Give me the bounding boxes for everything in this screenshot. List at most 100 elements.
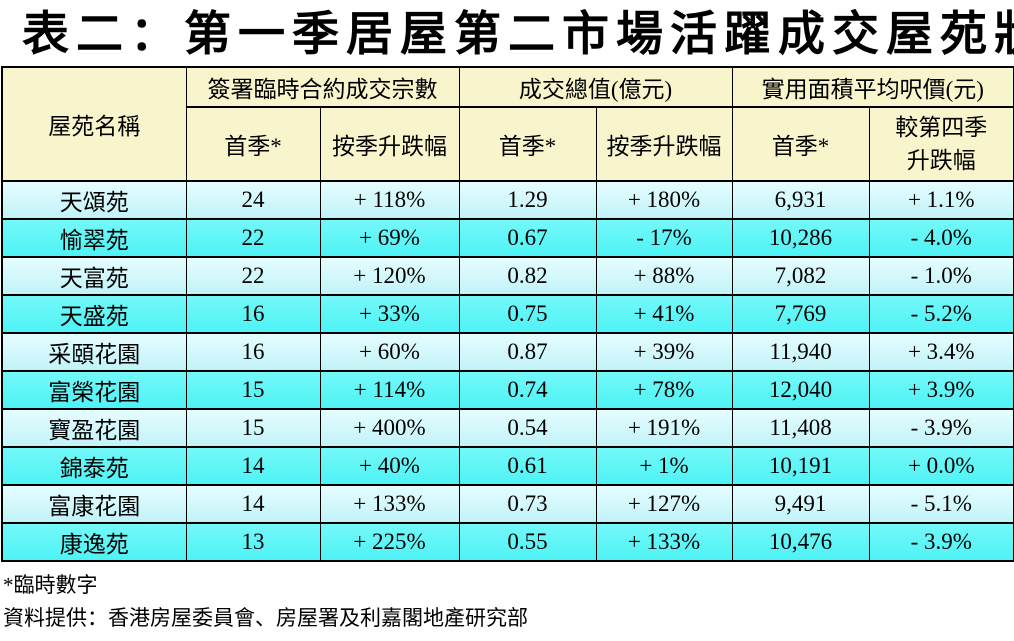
deals-cell: 22 — [185, 256, 321, 296]
footnotes: *臨時數字 資料提供：香港房屋委員會、房屋署及利嘉閣地產研究部 — [0, 562, 1014, 635]
table-row: 錦泰苑 14 + 40% 0.61 + 1% 10,191 + 0.0% — [1, 446, 1014, 486]
value-change-cell: + 41% — [595, 294, 733, 334]
estate-name-cell: 天富苑 — [1, 256, 187, 296]
table-row: 富康花園 14 + 133% 0.73 + 127% 9,491 - 5.1% — [1, 484, 1014, 524]
table-body: 天頌苑 24 + 118% 1.29 + 180% 6,931 + 1.1% 愉… — [1, 180, 1014, 562]
deals-change-cell: + 33% — [319, 294, 460, 334]
header-psf-q1: 首季* — [731, 106, 870, 182]
value-change-cell: + 191% — [595, 408, 733, 448]
estate-name-cell: 天盛苑 — [1, 294, 187, 334]
deals-change-cell: + 60% — [319, 332, 460, 372]
psf-cell: 7,769 — [731, 294, 870, 334]
deals-change-cell: + 40% — [319, 446, 460, 486]
estate-name-cell: 錦泰苑 — [1, 446, 187, 486]
deals-cell: 16 — [185, 332, 321, 372]
value-cell: 0.73 — [458, 484, 597, 524]
estate-name-cell: 康逸苑 — [1, 522, 187, 562]
psf-change-cell: + 1.1% — [868, 180, 1014, 220]
estate-name-cell: 愉翠苑 — [1, 218, 187, 258]
deals-change-cell: + 118% — [319, 180, 460, 220]
psf-cell: 6,931 — [731, 180, 870, 220]
header-sub-row: 首季* 按季升跌幅 首季* 按季升跌幅 首季* 較第四季 升跌幅 — [2, 106, 1014, 182]
footnote-source: 資料提供：香港房屋委員會、房屋署及利嘉閣地產研究部 — [3, 606, 528, 630]
deals-change-cell: + 69% — [319, 218, 460, 258]
psf-change-cell: - 4.0% — [868, 218, 1014, 258]
value-cell: 0.75 — [458, 294, 597, 334]
table-row: 天頌苑 24 + 118% 1.29 + 180% 6,931 + 1.1% — [1, 180, 1014, 220]
table-row: 天盛苑 16 + 33% 0.75 + 41% 7,769 - 5.2% — [1, 294, 1014, 334]
table-row: 寶盈花園 15 + 400% 0.54 + 191% 11,408 - 3.9% — [1, 408, 1014, 448]
header-value-change: 按季升跌幅 — [595, 106, 733, 182]
psf-cell: 7,082 — [731, 256, 870, 296]
deals-cell: 15 — [185, 370, 321, 410]
psf-cell: 11,408 — [731, 408, 870, 448]
deals-cell: 24 — [185, 180, 321, 220]
header-group-deals: 簽署臨時合約成交宗數 — [185, 66, 460, 108]
psf-cell: 10,476 — [731, 522, 870, 562]
header-deals-q1: 首季* — [185, 106, 321, 182]
psf-cell: 9,491 — [731, 484, 870, 524]
psf-change-cell: - 3.9% — [868, 522, 1014, 562]
psf-change-cell: - 5.2% — [868, 294, 1014, 334]
value-cell: 0.61 — [458, 446, 597, 486]
deals-change-cell: + 225% — [319, 522, 460, 562]
estate-name-cell: 采頤花園 — [1, 332, 187, 372]
table-row: 采頤花園 16 + 60% 0.87 + 39% 11,940 + 3.4% — [1, 332, 1014, 372]
psf-cell: 12,040 — [731, 370, 870, 410]
deals-cell: 13 — [185, 522, 321, 562]
psf-change-cell: + 3.9% — [868, 370, 1014, 410]
estates-table: 屋苑名稱 簽署臨時合約成交宗數 成交總值(億元) 實用面積平均呎價(元) 首季*… — [1, 66, 1014, 562]
header-psf-change: 較第四季 升跌幅 — [868, 106, 1014, 182]
header-estate-name: 屋苑名稱 — [1, 66, 187, 182]
deals-cell: 16 — [185, 294, 321, 334]
deals-change-cell: + 400% — [319, 408, 460, 448]
psf-cell: 11,940 — [731, 332, 870, 372]
psf-cell: 10,191 — [731, 446, 870, 486]
deals-change-cell: + 120% — [319, 256, 460, 296]
psf-change-cell: - 5.1% — [868, 484, 1014, 524]
deals-cell: 14 — [185, 484, 321, 524]
estate-name-cell: 富康花園 — [1, 484, 187, 524]
header-value-q1: 首季* — [458, 106, 597, 182]
table-row: 康逸苑 13 + 225% 0.55 + 133% 10,476 - 3.9% — [1, 522, 1014, 562]
deals-change-cell: + 114% — [319, 370, 460, 410]
deals-change-cell: + 133% — [319, 484, 460, 524]
page-title: 表二：第一季居屋第二市場活躍成交屋苑狀況 — [22, 7, 1014, 60]
value-change-cell: + 127% — [595, 484, 733, 524]
table-header: 屋苑名稱 簽署臨時合約成交宗數 成交總值(億元) 實用面積平均呎價(元) 首季*… — [1, 66, 1014, 182]
value-cell: 0.74 — [458, 370, 597, 410]
footnote-provisional: *臨時數字 — [3, 573, 98, 597]
value-change-cell: - 17% — [595, 218, 733, 258]
value-cell: 0.67 — [458, 218, 597, 258]
psf-change-cell: + 3.4% — [868, 332, 1014, 372]
table-row: 愉翠苑 22 + 69% 0.67 - 17% 10,286 - 4.0% — [1, 218, 1014, 258]
psf-change-cell: + 0.0% — [868, 446, 1014, 486]
psf-cell: 10,286 — [731, 218, 870, 258]
psf-change-cell: - 1.0% — [868, 256, 1014, 296]
value-change-cell: + 1% — [595, 446, 733, 486]
value-change-cell: + 88% — [595, 256, 733, 296]
value-change-cell: + 39% — [595, 332, 733, 372]
estate-name-cell: 天頌苑 — [1, 180, 187, 220]
deals-cell: 22 — [185, 218, 321, 258]
value-cell: 0.82 — [458, 256, 597, 296]
deals-cell: 14 — [185, 446, 321, 486]
header-deals-change: 按季升跌幅 — [319, 106, 460, 182]
value-change-cell: + 180% — [595, 180, 733, 220]
value-change-cell: + 133% — [595, 522, 733, 562]
table-row: 天富苑 22 + 120% 0.82 + 88% 7,082 - 1.0% — [1, 256, 1014, 296]
psf-change-cell: - 3.9% — [868, 408, 1014, 448]
header-group-psf: 實用面積平均呎價(元) — [731, 66, 1014, 108]
estate-name-cell: 寶盈花園 — [1, 408, 187, 448]
estate-name-cell: 富榮花園 — [1, 370, 187, 410]
value-cell: 0.87 — [458, 332, 597, 372]
table-row: 富榮花園 15 + 114% 0.74 + 78% 12,040 + 3.9% — [1, 370, 1014, 410]
header-group-row: 屋苑名稱 簽署臨時合約成交宗數 成交總值(億元) 實用面積平均呎價(元) — [1, 66, 1014, 182]
value-cell: 0.54 — [458, 408, 597, 448]
value-cell: 0.55 — [458, 522, 597, 562]
value-change-cell: + 78% — [595, 370, 733, 410]
deals-cell: 15 — [185, 408, 321, 448]
value-cell: 1.29 — [458, 180, 597, 220]
header-group-value: 成交總值(億元) — [458, 66, 733, 108]
